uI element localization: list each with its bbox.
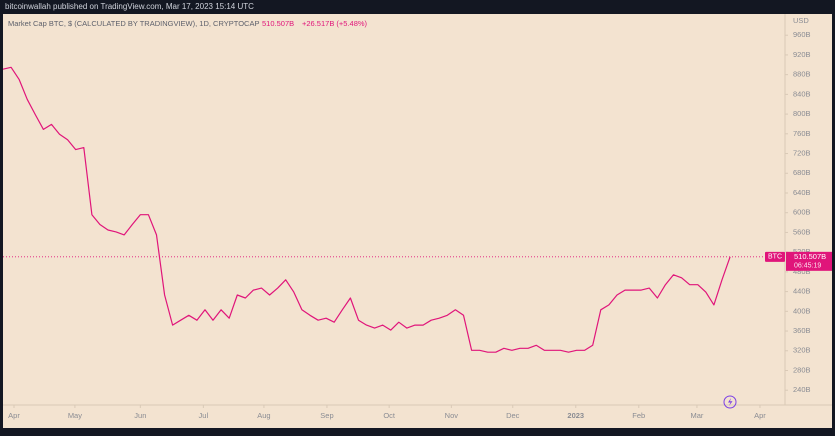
chart-title: Market Cap BTC, $ (CALCULATED BY TRADING… bbox=[8, 19, 259, 28]
bolt-icon[interactable] bbox=[723, 395, 737, 409]
change: +26.517B (+5.48%) bbox=[302, 19, 368, 28]
y-tick-label: 480B bbox=[793, 267, 811, 276]
y-tick-label: 640B bbox=[793, 188, 811, 197]
y-tick-label: 920B bbox=[793, 50, 811, 59]
y-tick-label: 400B bbox=[793, 306, 811, 315]
x-tick-label: Jun bbox=[134, 411, 146, 420]
price-line bbox=[2, 66, 731, 353]
x-tick-label: Aug bbox=[257, 411, 270, 420]
x-tick-label: 2023 bbox=[567, 411, 584, 420]
x-tick-label: Sep bbox=[320, 411, 333, 420]
x-tick-label: Apr bbox=[8, 411, 20, 420]
y-tick-label: 680B bbox=[793, 168, 811, 177]
x-tick-label: Jul bbox=[199, 411, 209, 420]
x-tick-label: Feb bbox=[632, 411, 645, 420]
x-tick-label: Nov bbox=[445, 411, 459, 420]
price: 510.507B bbox=[262, 19, 294, 28]
publisher: bitcoinwallah published on TradingView.c… bbox=[5, 2, 254, 11]
x-tick-label: Apr bbox=[754, 411, 766, 420]
price-tag-bg bbox=[786, 251, 832, 271]
y-tick-label: 280B bbox=[793, 365, 811, 374]
y-tick-label: 440B bbox=[793, 287, 811, 296]
x-tick-label: Mar bbox=[690, 411, 703, 420]
y-tick-label: 800B bbox=[793, 109, 811, 118]
x-tick-label: Oct bbox=[383, 411, 396, 420]
y-tick-label: 720B bbox=[793, 149, 811, 158]
y-tick-label: 320B bbox=[793, 346, 811, 355]
bolt-icon-glyph bbox=[728, 398, 733, 406]
y-tick-label: 880B bbox=[793, 70, 811, 79]
price-tag-price: 510.507B bbox=[794, 252, 826, 261]
price-tag-countdown: 06:45:19 bbox=[794, 263, 821, 270]
chart-background bbox=[3, 14, 832, 428]
price-tag-name-bg bbox=[765, 251, 785, 262]
y-tick-label: 360B bbox=[793, 326, 811, 335]
x-tick-label: Dec bbox=[506, 411, 520, 420]
y-tick-label: 600B bbox=[793, 208, 811, 217]
x-tick-label: May bbox=[68, 411, 82, 420]
currency: USD bbox=[793, 16, 809, 25]
y-tick-label: 520B bbox=[793, 247, 811, 256]
y-tick-label: 760B bbox=[793, 129, 811, 138]
y-tick-label: 840B bbox=[793, 89, 811, 98]
y-tick-label: 960B bbox=[793, 30, 811, 39]
y-tick-label: 560B bbox=[793, 227, 811, 236]
price-tag-name: BTC bbox=[768, 254, 782, 261]
y-tick-label: 240B bbox=[793, 385, 811, 394]
